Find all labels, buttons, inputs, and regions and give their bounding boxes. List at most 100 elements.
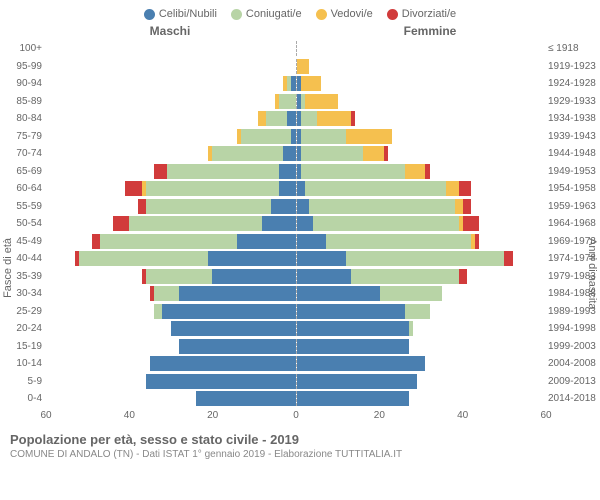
birth-year-label: 1989-1993 <box>548 306 600 317</box>
female-bar <box>297 321 547 336</box>
bar-segment <box>425 164 429 179</box>
male-bar <box>46 286 297 301</box>
bar-segment <box>283 146 295 161</box>
age-label: 50-54 <box>0 218 42 229</box>
bar-segment <box>326 234 472 249</box>
bar-segment <box>405 304 430 319</box>
bar-segment <box>297 199 309 214</box>
female-bar <box>297 129 547 144</box>
bar-segment <box>301 111 318 126</box>
legend-label: Divorziati/e <box>402 8 456 20</box>
bar-segment <box>446 181 458 196</box>
bar-segment <box>384 146 388 161</box>
legend-swatch <box>144 9 155 20</box>
header-female: Femmine <box>300 24 600 38</box>
male-bar <box>46 269 297 284</box>
bar-segment <box>154 164 166 179</box>
x-tick: 20 <box>374 410 385 421</box>
bar-segment <box>162 304 295 319</box>
female-bar <box>297 111 547 126</box>
birth-year-label: 1924-1928 <box>548 78 600 89</box>
birth-year-label: 2004-2008 <box>548 358 600 369</box>
bar-segment <box>79 251 208 266</box>
bar-segment <box>146 199 271 214</box>
birth-year-label: 1929-1933 <box>548 96 600 107</box>
bar-segment <box>262 216 295 231</box>
bar-segment <box>351 111 355 126</box>
age-row: 65-691949-1953 <box>46 163 546 181</box>
bar-segment <box>346 129 392 144</box>
age-row: 0-42014-2018 <box>46 390 546 408</box>
bar-segment <box>297 339 409 354</box>
age-label: 100+ <box>0 43 42 54</box>
bar-segment <box>208 251 295 266</box>
birth-year-label: 1964-1968 <box>548 218 600 229</box>
age-row: 85-891929-1933 <box>46 93 546 111</box>
bar-segment <box>475 234 479 249</box>
age-label: 40-44 <box>0 253 42 264</box>
male-bar <box>46 321 297 336</box>
age-row: 45-491969-1973 <box>46 233 546 251</box>
male-bar <box>46 251 297 266</box>
age-row: 25-291989-1993 <box>46 303 546 321</box>
age-row: 60-641954-1958 <box>46 180 546 198</box>
age-row: 20-241994-1998 <box>46 320 546 338</box>
x-tick: 60 <box>40 410 51 421</box>
birth-year-label: 1979-1983 <box>548 271 600 282</box>
birth-year-label: 1954-1958 <box>548 183 600 194</box>
birth-year-label: 2014-2018 <box>548 393 600 404</box>
x-tick: 40 <box>457 410 468 421</box>
age-label: 95-99 <box>0 61 42 72</box>
male-bar <box>46 146 297 161</box>
bar-segment <box>271 199 296 214</box>
bar-segment <box>459 181 471 196</box>
age-row: 75-791939-1943 <box>46 128 546 146</box>
male-bar <box>46 356 297 371</box>
female-bar <box>297 339 547 354</box>
birth-year-label: 2009-2013 <box>548 376 600 387</box>
age-row: 100+≤ 1918 <box>46 40 546 58</box>
female-bar <box>297 146 547 161</box>
legend-item: Coniugati/e <box>231 8 302 20</box>
gender-headers: Maschi Femmine <box>0 24 600 38</box>
bar-segment <box>291 129 295 144</box>
bar-segment <box>138 199 146 214</box>
female-bar <box>297 356 547 371</box>
age-label: 5-9 <box>0 376 42 387</box>
bar-segment <box>297 356 426 371</box>
age-row: 30-341984-1988 <box>46 285 546 303</box>
female-bar <box>297 286 547 301</box>
birth-year-label: 1939-1943 <box>548 131 600 142</box>
bar-segment <box>100 234 237 249</box>
age-label: 85-89 <box>0 96 42 107</box>
female-bar <box>297 234 547 249</box>
bar-segment <box>212 269 295 284</box>
birth-year-label: 1944-1948 <box>548 148 600 159</box>
legend-item: Celibi/Nubili <box>144 8 217 20</box>
male-bar <box>46 59 297 74</box>
bar-segment <box>301 146 363 161</box>
legend: Celibi/Nubili Coniugati/e Vedovi/e Divorzia… <box>0 0 600 24</box>
birth-year-label: 1999-2003 <box>548 341 600 352</box>
legend-item: Divorziati/e <box>387 8 456 20</box>
legend-item: Vedovi/e <box>316 8 373 20</box>
bar-segment <box>297 234 326 249</box>
age-label: 45-49 <box>0 236 42 247</box>
age-label: 55-59 <box>0 201 42 212</box>
bar-segment <box>258 111 266 126</box>
bar-segment <box>305 181 446 196</box>
bar-segment <box>150 356 296 371</box>
legend-swatch <box>316 9 327 20</box>
bar-segment <box>154 304 162 319</box>
age-row: 55-591959-1963 <box>46 198 546 216</box>
male-bar <box>46 94 297 109</box>
bar-segment <box>313 216 459 231</box>
bar-segment <box>237 234 295 249</box>
bar-segment <box>179 339 295 354</box>
bar-segment <box>297 374 418 389</box>
female-bar <box>297 164 547 179</box>
bar-segment <box>409 321 413 336</box>
male-bar <box>46 391 297 406</box>
female-bar <box>297 199 547 214</box>
age-label: 65-69 <box>0 166 42 177</box>
